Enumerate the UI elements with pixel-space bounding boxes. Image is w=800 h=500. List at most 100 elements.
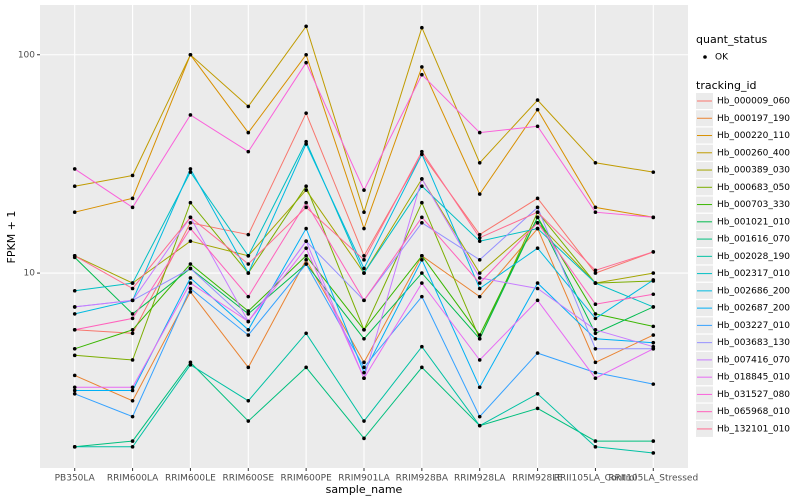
data-point	[420, 149, 424, 154]
data-point	[535, 205, 540, 210]
legend-label: Hb_007416_070	[717, 355, 790, 365]
data-point	[651, 340, 656, 345]
data-point	[593, 271, 598, 275]
data-point	[420, 271, 424, 275]
data-point	[246, 309, 251, 313]
data-point	[535, 246, 540, 251]
legend-title: tracking_id	[696, 79, 757, 92]
data-point	[188, 220, 193, 225]
data-point	[651, 271, 656, 275]
data-point	[304, 331, 308, 336]
data-point	[420, 344, 424, 349]
data-point	[246, 271, 251, 275]
legend-label: Hb_002686_200	[717, 286, 790, 296]
data-point	[72, 210, 77, 215]
data-point	[420, 65, 424, 69]
legend-point	[703, 55, 707, 59]
data-point	[246, 327, 251, 332]
data-point	[304, 111, 308, 115]
data-point	[130, 286, 135, 291]
data-point	[477, 130, 482, 135]
data-point	[535, 215, 540, 220]
data-point	[651, 278, 656, 282]
legend-label: Hb_002317_010	[717, 269, 790, 279]
data-point	[72, 388, 77, 393]
data-point	[477, 160, 482, 165]
data-point	[535, 351, 540, 355]
data-point	[72, 253, 77, 258]
data-point	[246, 312, 251, 316]
data-point	[188, 363, 193, 367]
data-point	[130, 399, 135, 403]
data-point	[477, 232, 482, 237]
data-point	[420, 215, 424, 220]
data-point	[246, 333, 251, 337]
x-tick-label: RRII105LA_Control	[554, 474, 637, 484]
data-point	[593, 160, 598, 165]
data-point	[188, 170, 193, 174]
legend-label: Hb_000197_190	[717, 114, 790, 124]
data-point	[188, 360, 193, 365]
data-point	[246, 232, 251, 237]
data-point	[246, 419, 251, 423]
legend-label: Hb_000703_330	[717, 200, 790, 210]
x-tick-label: RRIM928LE	[512, 474, 563, 484]
data-point	[651, 292, 656, 297]
legend-label: Hb_000260_400	[717, 148, 790, 158]
data-point	[535, 406, 540, 411]
data-point	[304, 24, 308, 29]
data-point	[72, 184, 77, 188]
data-point	[477, 281, 482, 285]
data-point	[72, 346, 77, 351]
data-point	[304, 246, 308, 251]
data-point	[420, 200, 424, 205]
x-tick-label: RRIM600LA	[107, 474, 159, 484]
data-point	[130, 205, 135, 210]
data-point	[304, 60, 308, 65]
data-point	[362, 210, 366, 215]
data-point	[593, 337, 598, 341]
x-tick-label: RRIM600PE	[281, 474, 333, 484]
data-point	[246, 294, 251, 299]
data-point	[304, 258, 308, 262]
data-point	[420, 294, 424, 299]
data-point	[188, 266, 193, 271]
legend-label: OK	[715, 53, 729, 63]
data-point	[304, 200, 308, 205]
data-point	[362, 376, 366, 381]
data-point	[420, 25, 424, 30]
legend-label: Hb_018845_010	[717, 373, 790, 383]
data-point	[188, 239, 193, 243]
data-point	[72, 373, 77, 378]
data-point	[477, 276, 482, 280]
data-point	[304, 205, 308, 210]
data-point	[420, 152, 424, 157]
data-point	[420, 220, 424, 225]
data-point	[130, 388, 135, 393]
data-point	[651, 382, 656, 386]
x-tick-label: RRIM600LE	[165, 474, 216, 484]
data-point	[535, 124, 540, 129]
data-point	[72, 167, 77, 171]
data-point	[130, 358, 135, 362]
data-point	[535, 107, 540, 112]
data-point	[362, 436, 366, 441]
data-point	[535, 281, 540, 285]
y-axis-title: FPKM + 1	[5, 211, 18, 264]
y-tick-label: 10	[24, 269, 36, 279]
data-point	[593, 312, 598, 316]
data-point	[304, 52, 308, 57]
legend-label: Hb_003227_010	[717, 321, 790, 331]
data-point	[420, 281, 424, 285]
data-point	[651, 451, 656, 455]
data-point	[535, 98, 540, 102]
data-point	[246, 399, 251, 403]
data-point	[188, 290, 193, 294]
legend-label: Hb_003683_130	[717, 338, 790, 348]
data-point	[130, 316, 135, 321]
data-point	[130, 281, 135, 285]
data-point	[188, 200, 193, 205]
data-point	[593, 327, 598, 332]
data-point	[72, 353, 77, 358]
